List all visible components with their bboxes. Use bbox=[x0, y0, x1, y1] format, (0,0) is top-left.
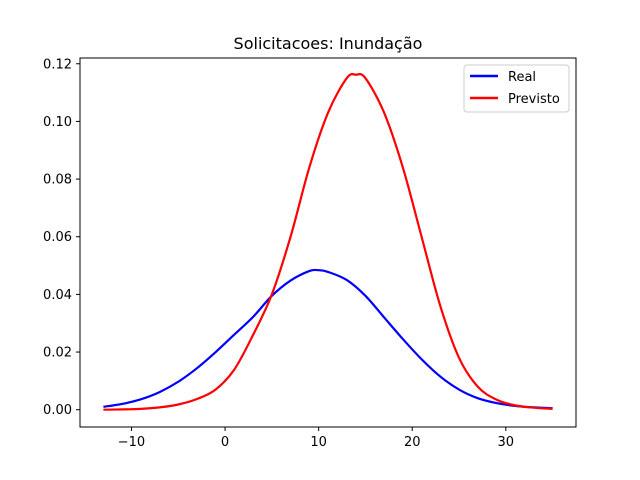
chart-title: Solicitacoes: Inundação bbox=[234, 34, 423, 53]
y-tick-label: 0.08 bbox=[43, 173, 72, 188]
plot-lines bbox=[103, 72, 553, 411]
y-tick-label: 0.02 bbox=[43, 346, 72, 361]
plot-frame bbox=[79, 57, 577, 428]
y-tick-label: 0.04 bbox=[43, 288, 72, 303]
legend: Real Previsto bbox=[463, 64, 570, 113]
y-tick-label: 0.10 bbox=[43, 115, 72, 130]
y-axis: 0.00 0.02 0.04 0.06 0.08 0.10 0.12 bbox=[43, 57, 80, 418]
y-tick-label: 0.06 bbox=[43, 230, 72, 245]
series-line-previsto bbox=[103, 72, 553, 411]
x-tick-label: 0 bbox=[221, 435, 229, 450]
series-line-real bbox=[103, 268, 553, 410]
legend-label-real: Real bbox=[508, 70, 536, 85]
y-tick-label: 0.12 bbox=[43, 57, 72, 72]
legend-label-previsto: Previsto bbox=[508, 92, 560, 107]
x-tick-label: −10 bbox=[118, 435, 145, 450]
x-tick-label: 10 bbox=[310, 435, 327, 450]
x-axis: −10 0 10 20 30 bbox=[118, 427, 514, 450]
y-tick-label: 0.00 bbox=[43, 403, 72, 418]
x-tick-label: 30 bbox=[498, 435, 515, 450]
x-tick-label: 20 bbox=[404, 435, 421, 450]
